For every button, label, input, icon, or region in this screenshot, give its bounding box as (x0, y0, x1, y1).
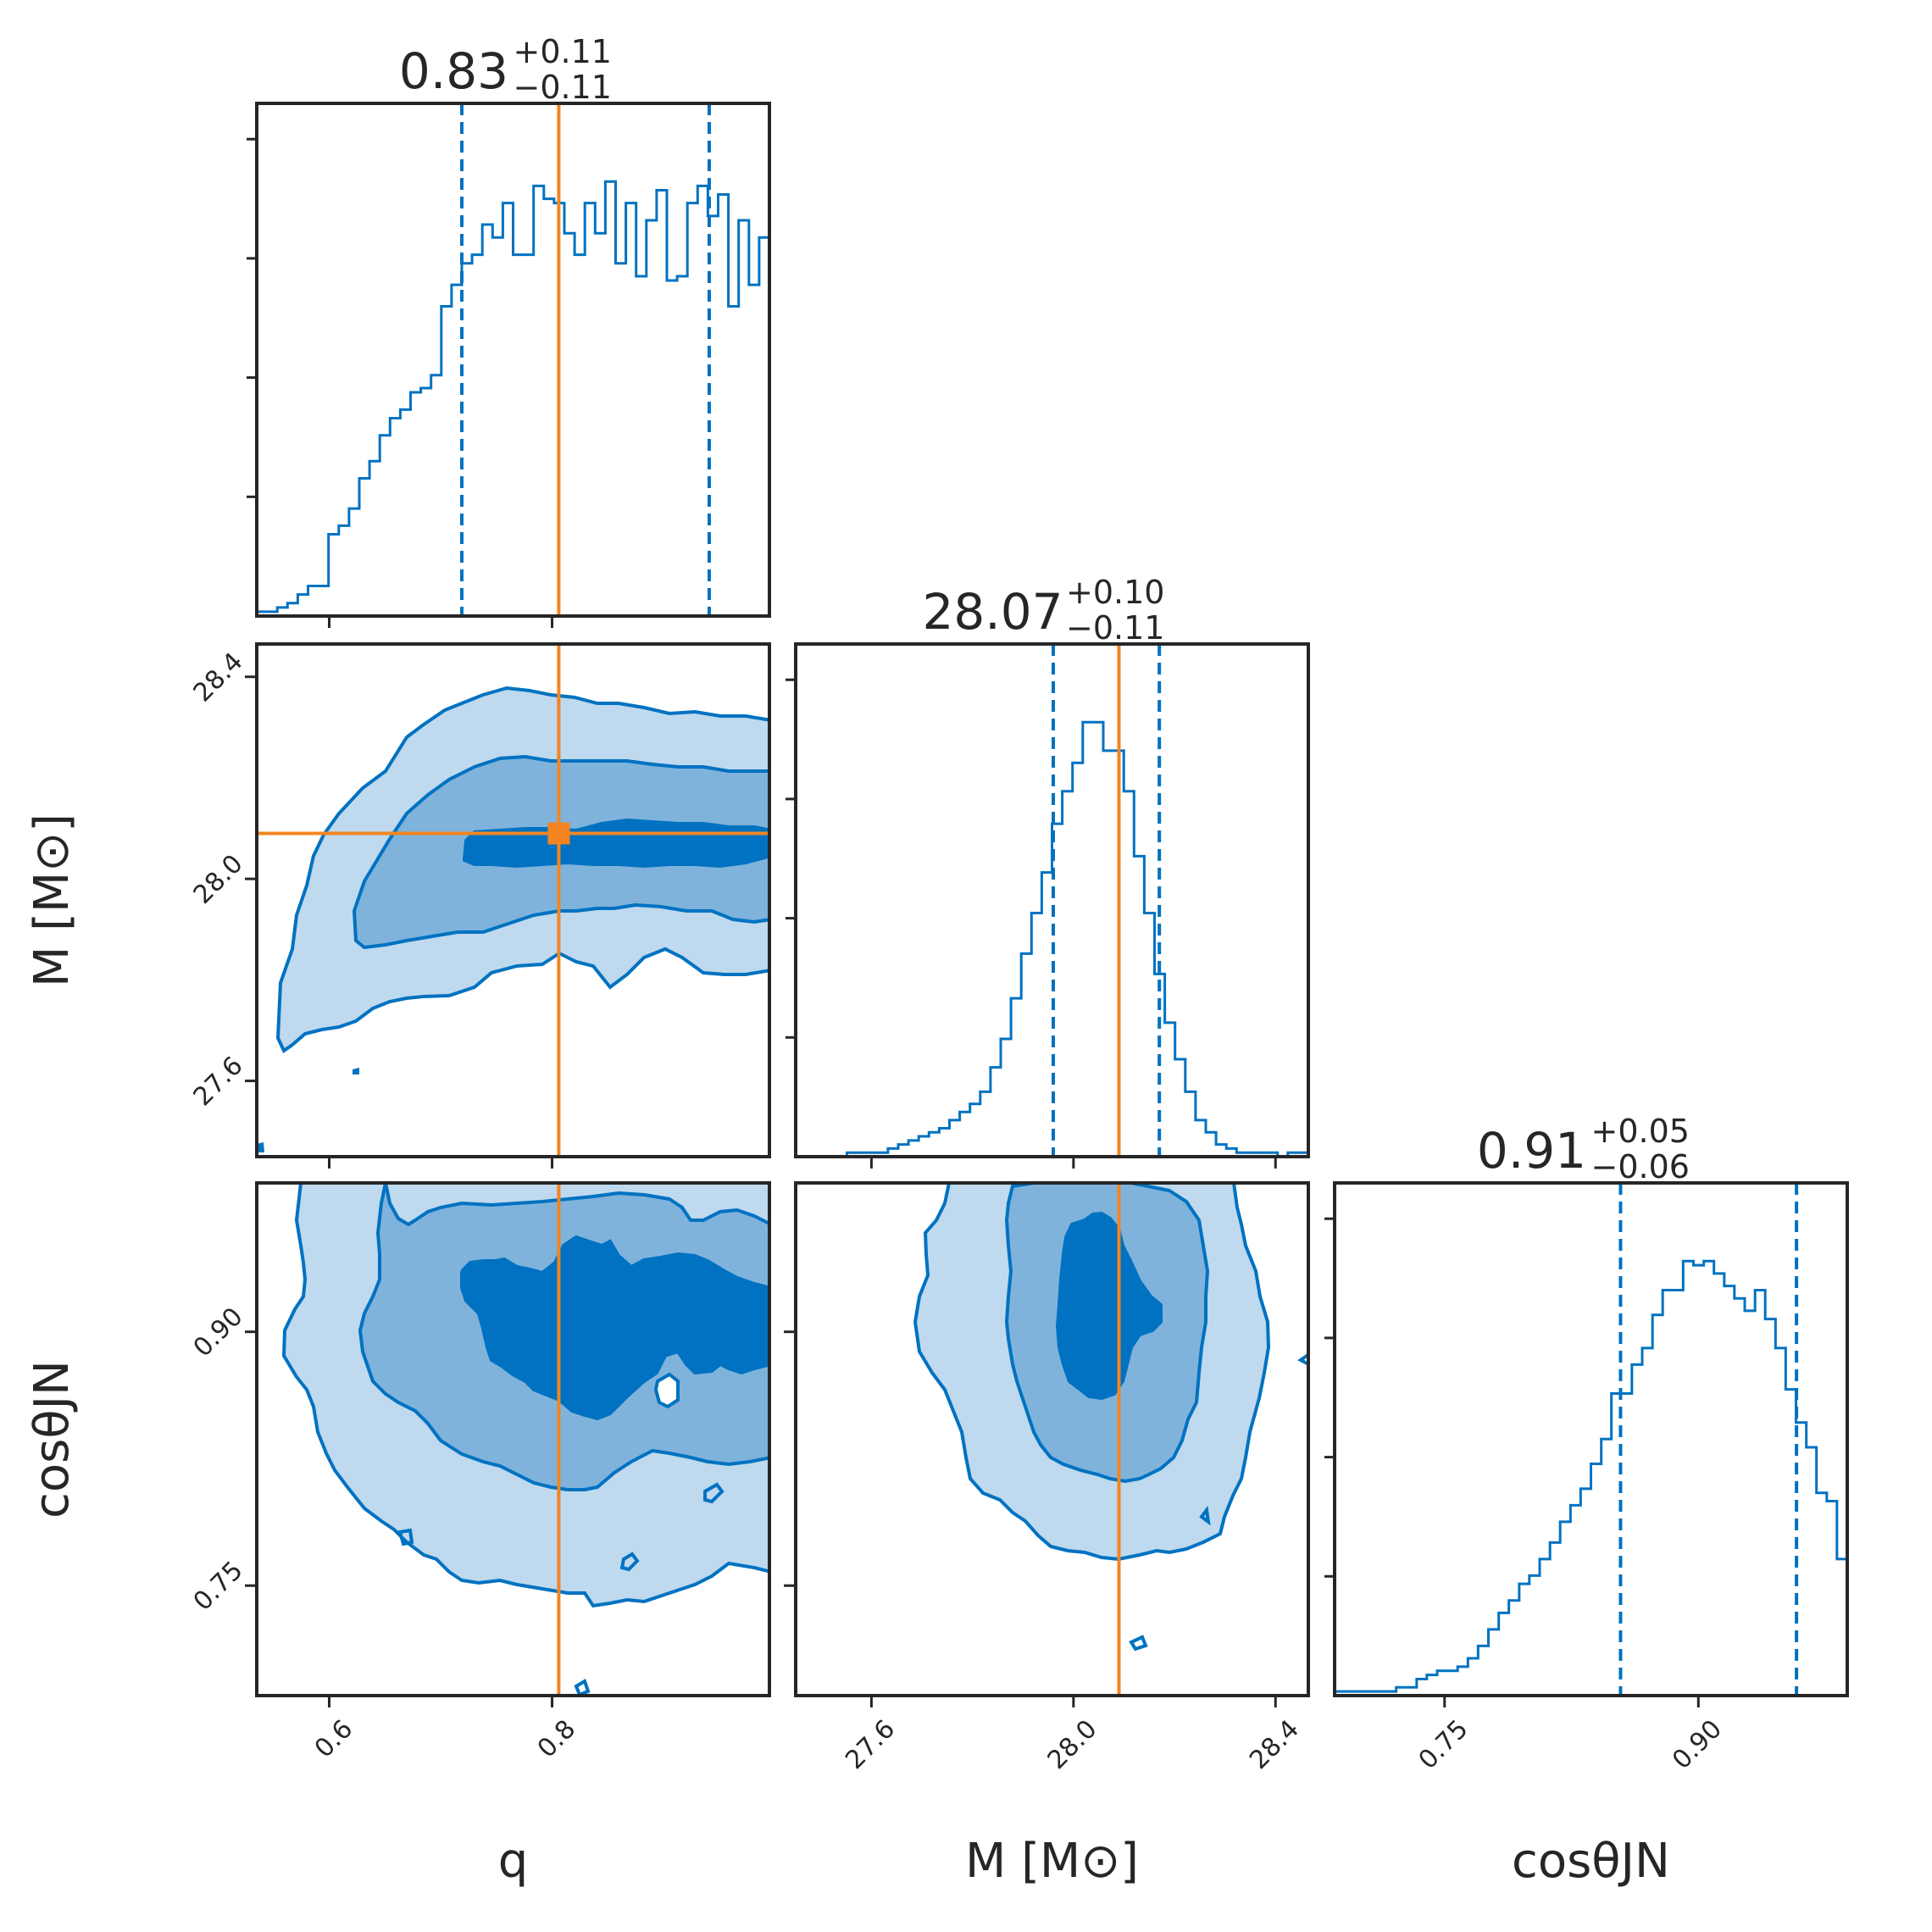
panel-q-vs-cos (281, 1183, 769, 1696)
contour-island (619, 1552, 640, 1572)
ytick-label-1-0: 27.6 (188, 1051, 249, 1112)
ytick-label-2-0: 0.75 (188, 1556, 249, 1617)
title-plus-1: +0.10 (1066, 574, 1164, 611)
title-minus-2: −0.06 (1591, 1148, 1690, 1185)
contour-island (353, 1068, 359, 1074)
ytick-label-1-1: 28.0 (188, 849, 249, 910)
title-median-1: 28.07 (922, 583, 1063, 641)
contour-island (1129, 1635, 1148, 1652)
reference-lines-layer (257, 103, 1799, 1696)
contour-inner-fill (464, 820, 769, 866)
y-axis-label-1: M [M⊙] (25, 813, 80, 987)
x-axis-label-2: cosθJN (1512, 1834, 1670, 1889)
panel-q-vs-m (257, 686, 769, 1152)
panel-m-vs-cos (913, 1183, 1308, 1652)
contour-island (574, 1679, 591, 1696)
ytick-label-2-1: 0.90 (188, 1302, 249, 1363)
xtick-label-1-2: 28.4 (1244, 1714, 1305, 1775)
histogram-1 (796, 720, 1308, 1158)
xtick-label-0-1: 0.8 (532, 1714, 581, 1763)
contour-inner-line (1055, 1211, 1163, 1401)
ytick-label-1-2: 28.4 (188, 647, 249, 708)
xtick-label-2-1: 0.90 (1667, 1714, 1728, 1775)
contour-inner-fill (1058, 1213, 1161, 1398)
panel-frame-1-2 (794, 1181, 1310, 1697)
title-minus-0: −0.11 (514, 69, 612, 106)
histogram-layer (255, 180, 1847, 1696)
contour-mid-line (358, 1183, 769, 1491)
panel-frame-0-1 (255, 642, 771, 1158)
xtick-label-1-0: 27.6 (840, 1714, 901, 1775)
contour-island (653, 1372, 680, 1409)
contour-mid-line (352, 754, 769, 950)
contour-island (1199, 1505, 1211, 1526)
y-axis-label-2: cosθJN (25, 1360, 80, 1518)
truth-point-marker (547, 822, 570, 845)
contour-island (257, 1142, 264, 1152)
xtick-label-0-0: 0.6 (309, 1714, 358, 1763)
contour-island (703, 1482, 724, 1504)
x-axis-label-1: M [M⊙] (965, 1834, 1139, 1889)
contour-outer-line (913, 1183, 1271, 1562)
contour-inner-fill (462, 1237, 769, 1418)
contour-island (397, 1528, 414, 1546)
panel-frame-1-1 (794, 642, 1310, 1158)
histogram-0 (255, 180, 769, 616)
panel-frames (255, 102, 1849, 1697)
contour-island (1297, 1352, 1308, 1367)
title-minus-1: −0.11 (1066, 609, 1164, 647)
ticks-layer (245, 137, 1700, 1707)
x-axis-label-0: q (498, 1834, 529, 1889)
panel-frame-0-2 (255, 1181, 771, 1697)
contour-outer-line (281, 1183, 769, 1608)
panel-frame-0-0 (255, 102, 771, 618)
title-plus-0: +0.11 (514, 33, 612, 70)
xtick-label-2-0: 0.75 (1413, 1714, 1474, 1775)
contour-inner-line (460, 1235, 769, 1421)
panel-frame-2-2 (1333, 1181, 1849, 1697)
title-median-0: 0.83 (399, 42, 508, 100)
title-plus-2: +0.05 (1591, 1113, 1690, 1150)
title-median-2: 0.91 (1477, 1122, 1586, 1180)
histogram-2 (1333, 1259, 1847, 1696)
contour-outer-line (275, 686, 769, 1054)
xtick-label-1-1: 28.0 (1042, 1714, 1103, 1775)
